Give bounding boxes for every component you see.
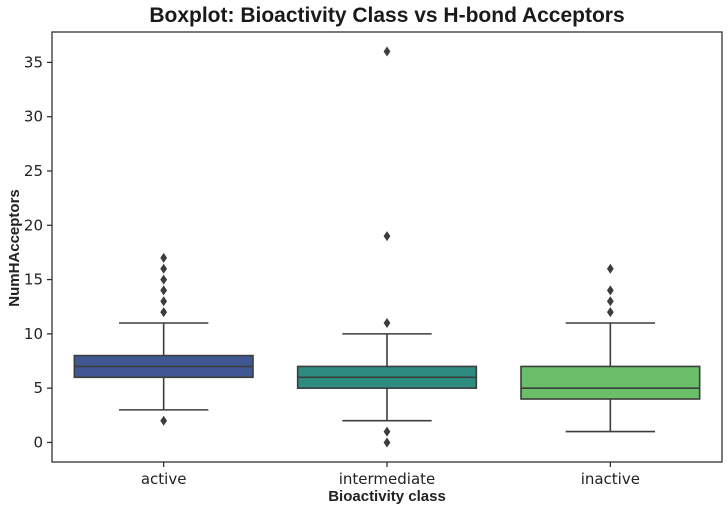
y-tick-label: 25 [24, 162, 43, 180]
outlier-point [160, 263, 168, 274]
outlier-point [606, 296, 614, 307]
outlier-point [383, 46, 391, 57]
outlier-point [383, 231, 391, 242]
x-axis-label: Bioactivity class [328, 488, 446, 505]
outlier-point [160, 307, 168, 318]
y-tick-label: 0 [33, 433, 43, 451]
outlier-point [160, 296, 168, 307]
x-tick-label: intermediate [339, 470, 436, 488]
outlier-point [383, 318, 391, 329]
y-axis-label: NumHAcceptors [6, 189, 23, 307]
plot-frame [51, 31, 723, 463]
outlier-point [160, 415, 168, 426]
outlier-point [606, 307, 614, 318]
x-tick-label: active [141, 470, 187, 488]
outlier-point [606, 263, 614, 274]
chart-title: Boxplot: Bioactivity Class vs H-bond Acc… [149, 4, 624, 27]
outlier-point [383, 437, 391, 448]
y-tick-label: 35 [24, 53, 43, 71]
box-intermediate [296, 46, 478, 448]
box-active [73, 252, 254, 426]
y-tick-label: 5 [33, 379, 43, 397]
box-inactive [520, 263, 701, 433]
outlier-point [160, 274, 168, 285]
y-tick-label: 15 [24, 271, 43, 289]
outlier-point [160, 285, 168, 296]
outlier-point [160, 252, 168, 263]
outlier-point [606, 285, 614, 296]
x-tick-label: inactive [581, 470, 640, 488]
outlier-point [383, 426, 391, 437]
y-tick-label: 30 [24, 108, 43, 126]
y-tick-label: 10 [24, 325, 43, 343]
y-tick-label: 20 [24, 216, 43, 234]
iqr-box [520, 365, 701, 400]
plot-area: 0 5 10 15 20 25 30 35 active intermediate inactive [24, 31, 723, 488]
